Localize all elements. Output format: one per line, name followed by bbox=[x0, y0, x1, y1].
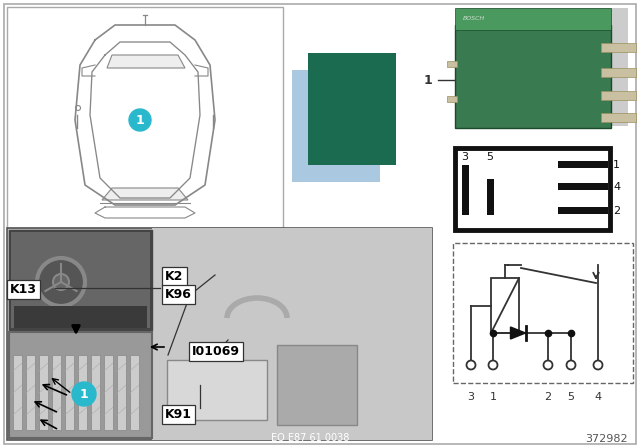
Bar bbox=[130, 355, 139, 430]
Bar bbox=[453, 243, 633, 383]
Bar bbox=[601, 113, 636, 122]
Bar bbox=[39, 355, 48, 430]
Text: I01069: I01069 bbox=[192, 345, 240, 358]
Bar bbox=[11, 232, 150, 328]
Bar bbox=[462, 165, 469, 215]
Text: 3: 3 bbox=[461, 152, 468, 162]
Bar bbox=[9, 332, 152, 438]
Bar bbox=[292, 70, 380, 182]
Circle shape bbox=[593, 361, 602, 370]
Circle shape bbox=[566, 361, 575, 370]
Bar bbox=[455, 25, 611, 128]
Text: 1: 1 bbox=[490, 392, 497, 402]
Text: 3: 3 bbox=[467, 392, 474, 402]
Circle shape bbox=[488, 361, 497, 370]
Polygon shape bbox=[511, 327, 525, 339]
Text: 1: 1 bbox=[136, 113, 145, 126]
Bar bbox=[117, 355, 126, 430]
Bar bbox=[447, 96, 457, 102]
Bar bbox=[601, 91, 636, 100]
Bar bbox=[52, 355, 61, 430]
Bar bbox=[558, 207, 608, 214]
Bar bbox=[91, 355, 100, 430]
Bar bbox=[78, 355, 87, 430]
Text: 1: 1 bbox=[79, 388, 88, 401]
Text: 4: 4 bbox=[595, 392, 602, 402]
Bar bbox=[152, 228, 432, 440]
Bar bbox=[601, 68, 636, 77]
Bar bbox=[460, 8, 628, 126]
Circle shape bbox=[37, 258, 85, 306]
Bar bbox=[491, 278, 519, 333]
Text: 1: 1 bbox=[423, 73, 432, 86]
Circle shape bbox=[467, 361, 476, 370]
Bar bbox=[558, 183, 608, 190]
Text: K91: K91 bbox=[165, 408, 192, 421]
Text: 2: 2 bbox=[613, 206, 620, 216]
Text: K13: K13 bbox=[10, 283, 37, 296]
Bar bbox=[104, 355, 113, 430]
Bar bbox=[9, 230, 152, 330]
Bar bbox=[308, 53, 396, 165]
Circle shape bbox=[53, 274, 69, 290]
Bar bbox=[7, 228, 432, 440]
Bar bbox=[14, 306, 147, 328]
Polygon shape bbox=[102, 188, 188, 200]
Bar bbox=[455, 148, 610, 230]
Bar bbox=[7, 7, 283, 228]
Polygon shape bbox=[107, 55, 185, 68]
Text: K2: K2 bbox=[165, 270, 184, 283]
Text: EO E87 61 0038: EO E87 61 0038 bbox=[271, 433, 349, 443]
Circle shape bbox=[543, 361, 552, 370]
Text: 4: 4 bbox=[613, 182, 620, 192]
Bar bbox=[26, 355, 35, 430]
Text: BOSCH: BOSCH bbox=[463, 16, 485, 21]
Bar bbox=[487, 179, 494, 215]
Text: 5: 5 bbox=[486, 152, 493, 162]
Text: K96: K96 bbox=[165, 288, 192, 301]
Bar bbox=[558, 161, 608, 168]
Text: 372982: 372982 bbox=[586, 434, 628, 444]
Circle shape bbox=[76, 105, 81, 111]
Bar bbox=[447, 61, 457, 67]
Bar bbox=[167, 360, 267, 420]
Bar bbox=[601, 43, 636, 52]
Bar bbox=[455, 8, 611, 30]
Text: 2: 2 bbox=[545, 392, 552, 402]
Text: 5: 5 bbox=[568, 392, 575, 402]
Bar bbox=[277, 345, 357, 425]
Bar bbox=[13, 355, 22, 430]
Text: 1: 1 bbox=[613, 160, 620, 170]
Circle shape bbox=[129, 109, 151, 131]
Bar bbox=[65, 355, 74, 430]
Circle shape bbox=[72, 382, 96, 406]
